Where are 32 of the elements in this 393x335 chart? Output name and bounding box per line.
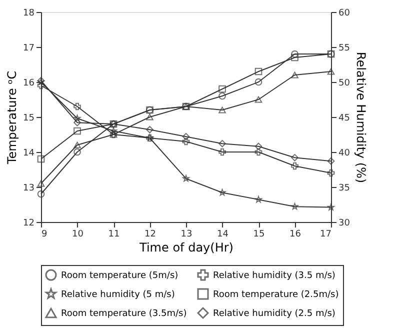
x-tick-label: 12 — [144, 230, 156, 240]
x-axis-title: Time of day(Hr) — [138, 240, 234, 254]
x-tick-label: 17 — [320, 230, 332, 240]
y2-axis-title: Relative Humidity (%) — [354, 52, 368, 184]
y-tick-label: 18 — [23, 8, 35, 18]
y2-tick-label: 40 — [338, 148, 350, 158]
legend-label: Room temperature (3.5m/s) — [61, 309, 187, 319]
y-tick-label: 13 — [23, 184, 34, 194]
y2-tick-label: 50 — [338, 78, 350, 88]
y-tick-label: 17 — [23, 44, 34, 54]
y-tick-label: 15 — [23, 114, 34, 124]
x-tick-label: 10 — [72, 230, 84, 240]
legend-label: Relative humidity (3.5 m/s) — [213, 271, 336, 281]
y2-tick-label: 60 — [338, 8, 350, 18]
y2-tick-label: 35 — [338, 184, 350, 194]
x-tick-label: 15 — [253, 230, 265, 240]
legend-label: Relative humidity (2.5 m/s) — [213, 309, 336, 319]
y2-tick-label: 55 — [338, 44, 350, 54]
legend-label: Room temperature (5m/s) — [61, 271, 178, 281]
x-tick-label: 11 — [108, 230, 120, 240]
y-tick-label: 16 — [23, 78, 35, 88]
legend-label: Room temperature (2.5m/s) — [213, 290, 339, 300]
y2-tick-label: 30 — [338, 218, 350, 228]
x-tick-label: 9 — [42, 230, 48, 240]
y-tick-label: 14 — [23, 148, 35, 158]
legend-label: Relative humidity (5 m/s) — [61, 290, 175, 300]
x-tick-label: 16 — [290, 230, 302, 240]
x-tick-label: 14 — [217, 230, 229, 240]
x-tick-label: 13 — [180, 230, 192, 240]
y-tick-label: 12 — [23, 218, 34, 228]
y2-tick-label: 45 — [338, 114, 350, 124]
y-axis-title: Temperature ᵒC — [5, 70, 20, 166]
